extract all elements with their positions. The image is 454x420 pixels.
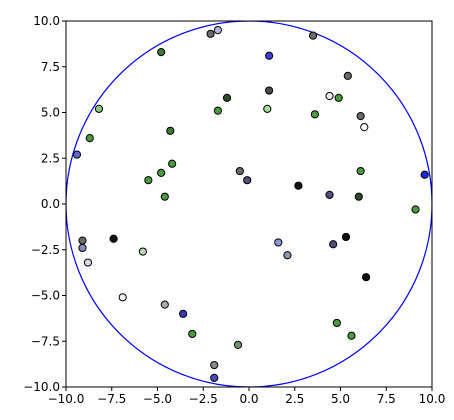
data-point [347, 331, 356, 340]
points-layer [72, 26, 429, 382]
data-point [72, 150, 82, 159]
data-point [265, 51, 274, 60]
data-point [420, 170, 429, 179]
plot-frame [65, 20, 433, 388]
data-point [168, 159, 177, 168]
y-tick-label: 2.5 [41, 151, 60, 165]
data-point [334, 93, 343, 102]
axes: −10.0 −7.5 −5.0 −2.5 0.0 2.5 5.0 7.5 10.0 10.0 7.5… [23, 14, 445, 406]
data-point [274, 238, 283, 247]
x-tick-label: −2.5 [189, 392, 218, 406]
y-tick-label: 5.0 [41, 106, 60, 120]
y-tick-label: −5.0 [31, 289, 60, 303]
data-point [308, 31, 318, 40]
data-point [160, 192, 169, 201]
x-tick-label: 5.0 [331, 392, 350, 406]
data-point [85, 134, 94, 143]
x-tick-label: −5.0 [143, 392, 172, 406]
data-point [411, 205, 420, 214]
data-point [157, 168, 166, 177]
data-point [283, 251, 292, 260]
data-point [341, 232, 351, 242]
x-tick-label: −10.0 [48, 392, 85, 406]
data-point [360, 123, 369, 132]
data-point [160, 300, 169, 309]
data-point [206, 29, 215, 38]
data-point [235, 166, 244, 176]
data-point [213, 26, 222, 35]
x-tick-label: 2.5 [285, 392, 304, 406]
data-point [144, 176, 153, 185]
data-point [138, 247, 147, 256]
data-point [243, 176, 252, 185]
data-point [94, 104, 104, 113]
data-point [118, 293, 127, 302]
data-point [210, 373, 219, 382]
y-tick-label: 7.5 [41, 60, 60, 74]
data-point [78, 243, 87, 253]
data-point [179, 309, 188, 318]
data-point [265, 86, 274, 95]
data-point [210, 360, 219, 370]
data-point [109, 234, 118, 243]
data-point [222, 93, 232, 102]
data-point [213, 106, 222, 115]
data-point [188, 329, 197, 339]
y-tick-label: −10.0 [23, 380, 60, 394]
circle-layer [66, 21, 432, 387]
data-point [233, 340, 243, 350]
y-tick-label: 10.0 [33, 14, 60, 28]
x-tick-label: −7.5 [97, 392, 126, 406]
y-tick-label: −7.5 [31, 334, 60, 348]
data-point [332, 318, 341, 328]
data-point [83, 258, 93, 267]
data-point [310, 110, 319, 119]
x-tick-label: 0.0 [239, 392, 258, 406]
x-tick-label: 10.0 [419, 392, 446, 406]
data-point [166, 126, 175, 135]
data-point [362, 273, 371, 282]
data-point [325, 91, 334, 101]
data-point [157, 48, 166, 57]
data-point [356, 112, 365, 121]
x-tick-label: 7.5 [377, 392, 396, 406]
y-tick-label: −2.5 [31, 243, 60, 257]
data-point [294, 181, 303, 190]
data-point [354, 192, 363, 201]
data-point [78, 236, 87, 245]
data-point [325, 190, 334, 199]
y-tick-label: 0.0 [41, 197, 60, 211]
boundary-circle [66, 21, 432, 387]
data-point [329, 240, 338, 249]
data-point [356, 166, 365, 176]
data-point [263, 104, 272, 113]
data-point [343, 71, 352, 81]
